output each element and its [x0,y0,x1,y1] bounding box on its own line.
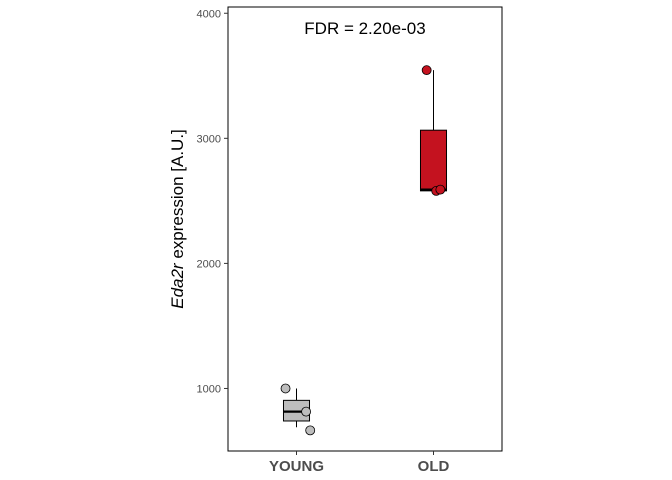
data-point [421,65,432,76]
data-point [301,406,311,417]
box-iqr [419,129,448,192]
y-tick-label: 2000 [197,258,221,270]
y-axis-title: Eda2r expression [A.U.] [168,129,187,309]
y-tick-label: 4000 [197,8,221,20]
x-tick-label: OLD [418,458,450,475]
x-tick-label: YOUNG [269,458,324,475]
data-point [435,184,446,195]
y-axis: 1000 2000 3000 4000 [197,8,228,395]
plot-panel [227,6,503,452]
box-series [280,65,448,436]
data-point [305,425,316,436]
box-group [419,65,448,196]
x-axis: YOUNG OLD [269,451,450,475]
y-tick-label: 1000 [197,383,221,395]
y-axis-title-rest: expression [A.U.] [168,129,187,263]
box-group [280,383,316,436]
y-axis-title-gene: Eda2r [168,262,187,309]
fdr-annotation: FDR = 2.20e-03 [304,19,425,38]
y-tick-label: 3000 [197,133,221,145]
data-point [280,383,291,394]
